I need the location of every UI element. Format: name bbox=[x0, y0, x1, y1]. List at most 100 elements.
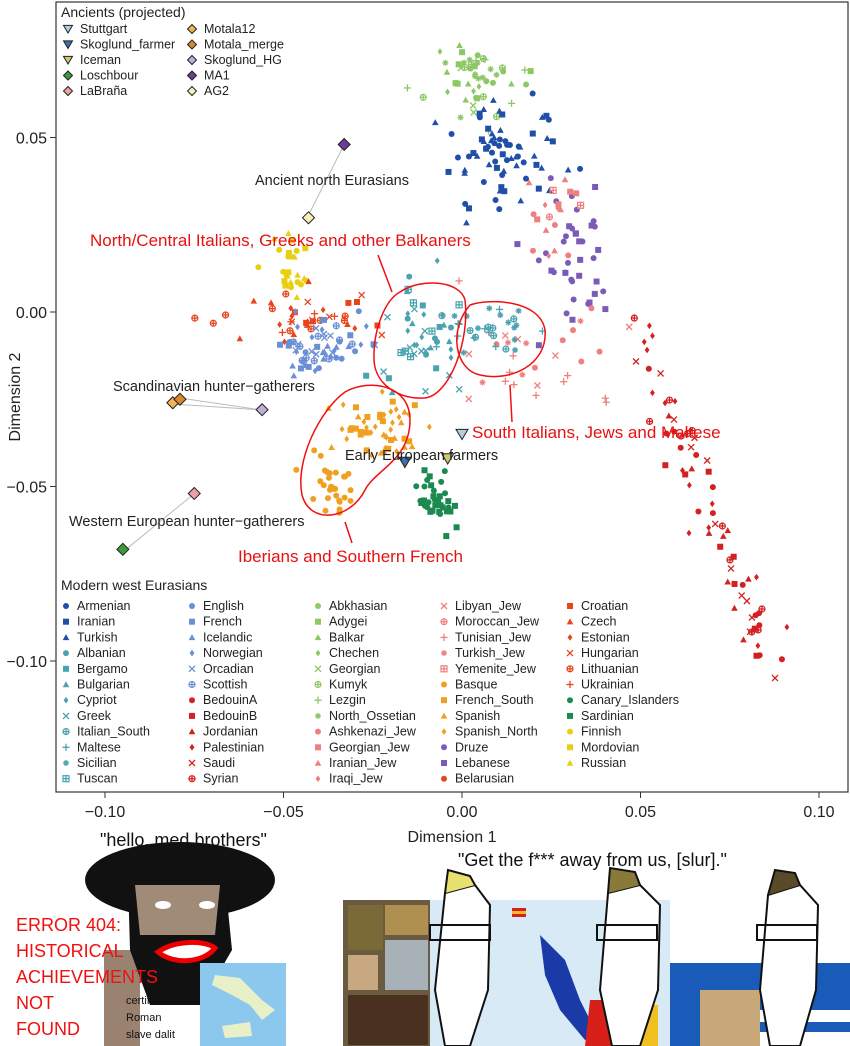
data-point bbox=[688, 465, 696, 472]
legend-item: Maltese bbox=[77, 740, 121, 754]
data-point bbox=[347, 487, 354, 494]
legend-marker-icon bbox=[188, 775, 196, 783]
legend-marker-icon bbox=[189, 603, 195, 609]
legend-marker-icon bbox=[441, 650, 447, 657]
data-point bbox=[419, 333, 425, 341]
legend-marker-icon bbox=[63, 618, 69, 625]
data-point bbox=[502, 345, 510, 353]
legend-marker-icon bbox=[62, 775, 70, 783]
data-point bbox=[393, 406, 399, 413]
data-point bbox=[341, 494, 348, 501]
data-point bbox=[739, 581, 746, 588]
legend-item: English bbox=[203, 599, 244, 613]
data-point bbox=[489, 79, 496, 86]
legend-marker-icon bbox=[62, 85, 74, 97]
data-point bbox=[377, 411, 384, 418]
data-point bbox=[191, 314, 199, 322]
data-point bbox=[475, 75, 482, 82]
data-point bbox=[347, 497, 354, 504]
data-point bbox=[596, 348, 603, 355]
right-caption: "Get the f*** away from us, [slur]." bbox=[458, 850, 727, 870]
data-point bbox=[489, 149, 496, 156]
data-point bbox=[289, 253, 297, 260]
legend-marker-icon bbox=[567, 697, 573, 704]
x-tick-label: 0.00 bbox=[446, 804, 477, 821]
data-point bbox=[430, 487, 437, 494]
x-tick-label: 0.10 bbox=[803, 804, 834, 821]
data-point bbox=[493, 164, 500, 171]
legend-item: Belarusian bbox=[455, 772, 514, 786]
data-point bbox=[645, 417, 654, 426]
data-point bbox=[462, 96, 470, 103]
legend-item: Armenian bbox=[77, 599, 131, 613]
data-point bbox=[411, 402, 418, 409]
small-line: Roman bbox=[126, 1012, 162, 1024]
data-point bbox=[569, 225, 576, 232]
data-point bbox=[471, 63, 478, 70]
data-point bbox=[593, 278, 600, 285]
data-point bbox=[665, 396, 674, 404]
legend-marker-icon bbox=[62, 743, 70, 751]
data-point bbox=[290, 372, 298, 379]
data-point bbox=[479, 379, 486, 386]
data-point bbox=[364, 413, 371, 420]
legend-marker-icon bbox=[314, 680, 322, 689]
data-point bbox=[419, 302, 426, 309]
data-point bbox=[743, 597, 751, 605]
data-point bbox=[474, 52, 481, 59]
data-point bbox=[377, 449, 385, 456]
data-point bbox=[429, 507, 436, 514]
data-point bbox=[428, 482, 435, 489]
data-point bbox=[372, 423, 378, 431]
data-point bbox=[447, 508, 454, 515]
data-point bbox=[285, 230, 292, 237]
data-point bbox=[562, 269, 569, 276]
data-point bbox=[703, 457, 711, 464]
data-point bbox=[460, 349, 467, 356]
data-point bbox=[310, 495, 317, 502]
data-point bbox=[320, 355, 327, 362]
legend-item: Norwegian bbox=[203, 646, 263, 660]
legend-marker-icon bbox=[315, 728, 321, 735]
data-point bbox=[409, 299, 417, 307]
data-point bbox=[285, 269, 292, 276]
data-point bbox=[687, 443, 695, 451]
data-point bbox=[662, 399, 668, 407]
data-point bbox=[328, 443, 335, 450]
legend-marker-icon bbox=[314, 634, 322, 641]
outline-south-italians bbox=[456, 300, 546, 378]
data-point bbox=[473, 152, 481, 159]
legend-item: AG2 bbox=[204, 84, 229, 98]
small-line: slave dalit bbox=[126, 1029, 175, 1041]
data-point bbox=[465, 350, 473, 358]
data-point bbox=[352, 348, 359, 355]
legend-item: Croatian bbox=[581, 599, 628, 613]
data-point bbox=[364, 424, 369, 431]
data-point bbox=[476, 83, 482, 90]
data-point bbox=[285, 253, 292, 260]
data-point bbox=[687, 481, 692, 489]
legend-item: Tunisian_Jew bbox=[455, 630, 532, 644]
italy-map-image bbox=[200, 963, 286, 1046]
data-point bbox=[479, 55, 487, 63]
data-point bbox=[287, 278, 295, 285]
data-point bbox=[308, 348, 316, 355]
connector-line bbox=[172, 403, 263, 411]
data-point bbox=[421, 327, 429, 335]
data-point bbox=[523, 81, 530, 88]
data-point bbox=[370, 341, 377, 348]
data-point bbox=[724, 527, 732, 534]
data-point bbox=[363, 372, 370, 379]
data-point bbox=[546, 252, 552, 260]
data-point bbox=[705, 529, 713, 536]
data-point bbox=[324, 342, 331, 349]
data-point bbox=[573, 206, 580, 213]
legend-marker-icon bbox=[62, 55, 74, 66]
data-point bbox=[320, 306, 326, 314]
data-point bbox=[490, 134, 498, 141]
data-point bbox=[358, 291, 366, 299]
data-point bbox=[431, 496, 438, 503]
legend-item: BedouinB bbox=[203, 709, 257, 723]
data-point bbox=[751, 625, 758, 632]
data-point bbox=[517, 197, 525, 204]
